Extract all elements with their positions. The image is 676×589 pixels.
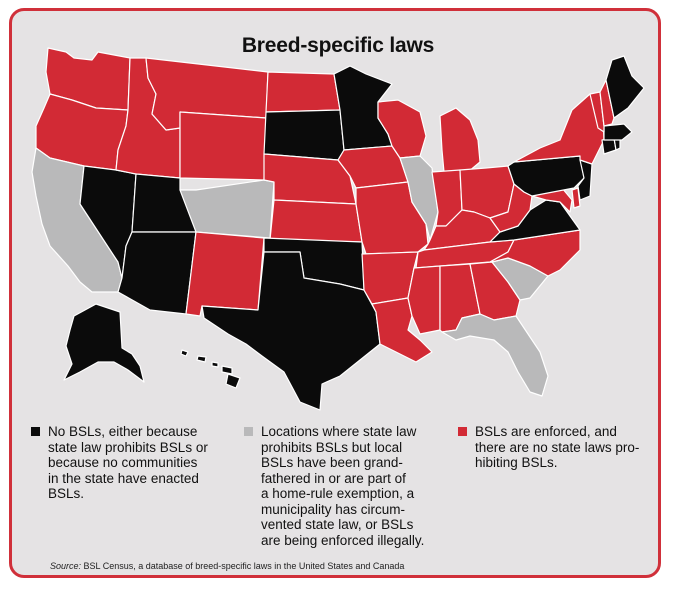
state-alaska [63,303,145,383]
state-texas [201,251,381,411]
state-wyoming [179,111,267,181]
state-arizona [117,231,197,315]
legend-swatch-red [458,427,467,436]
state-hawaii [180,349,241,389]
legend-swatch-black [31,427,40,436]
state-maine [605,55,645,119]
state-vermont [589,91,605,133]
state-delaware [571,187,581,209]
state-north-carolina [489,229,581,277]
source-label: Source: [50,561,82,571]
state-massachusetts [603,123,633,141]
state-florida [441,313,549,397]
state-michigan [439,107,481,173]
state-new-hampshire [599,79,615,127]
state-south-dakota [263,109,345,161]
legend-text-no-bsl: No BSLs, either because state law prohib… [48,424,208,501]
state-ohio [459,165,515,219]
map-title: Breed-specific laws [241,34,435,57]
state-new-mexico [185,231,265,317]
state-north-dakota [265,71,341,113]
legend-swatch-gray [244,427,253,436]
source-text: BSL Census, a database of breed-specific… [81,561,405,571]
state-kansas [269,199,363,243]
source-note: Source: BSL Census, a database of breed-… [50,561,404,571]
state-new-york [513,93,605,165]
legend-text-local-grandfathered: Locations where state law prohibits BSLs… [261,424,425,548]
state-mississippi [407,265,441,335]
legend-text-enforced: BSLs are enforced, and there are no stat… [475,424,640,470]
